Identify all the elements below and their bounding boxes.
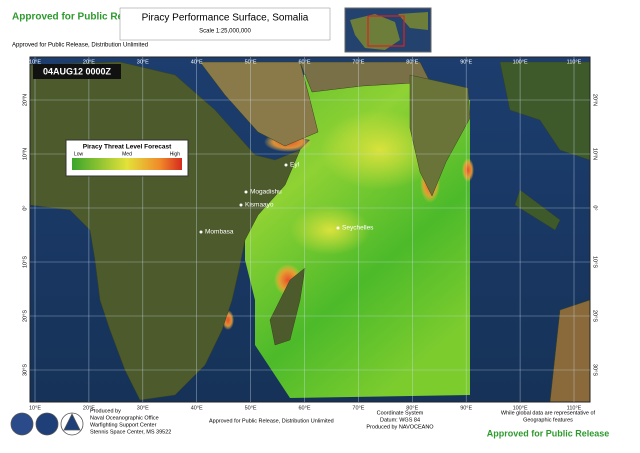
land-iran [299, 61, 431, 93]
place-dot [244, 190, 248, 194]
lon-label: 60°E [299, 59, 311, 65]
warm-zone [320, 110, 440, 190]
title-box [119, 7, 331, 41]
place-label: Mogadishu [250, 189, 282, 196]
release-bottom: Approved for Public Release [487, 428, 610, 438]
lat-label: 30°S [22, 364, 28, 376]
lon-label: 80°E [406, 59, 418, 65]
lon-label: 110°E [567, 59, 582, 65]
land-india [409, 74, 471, 197]
place-dot [336, 226, 340, 230]
lon-label: 60°E [299, 405, 311, 411]
lon-label: 90°E [460, 59, 472, 65]
land-madagascar [269, 267, 306, 346]
lon-label: 80°E [406, 405, 418, 411]
lon-label: 100°E [513, 405, 528, 411]
legend-title: Piracy Threat Level Forecast [83, 144, 172, 151]
inset-extent [367, 15, 405, 47]
lon-label: 50°E [245, 405, 257, 411]
place-dot [199, 230, 203, 234]
place-label: Mombasa [205, 229, 234, 236]
release-top: Approved for Public Release [12, 12, 149, 23]
place-dot [239, 203, 243, 207]
lat-label: 10°N [592, 148, 598, 160]
lon-label: 90°E [460, 405, 472, 411]
legend-high: High [170, 151, 181, 157]
lat-label: 20°N [22, 94, 28, 106]
note-line: Geographic features [523, 417, 573, 423]
lat-label: 10°N [22, 148, 28, 160]
lat-label: 30°S [592, 364, 598, 376]
logo [10, 412, 34, 436]
lat-label: 20°S [22, 310, 28, 322]
coords-line: Coordinate System [377, 410, 424, 416]
lon-label: 30°E [137, 405, 149, 411]
logo [35, 412, 59, 436]
producer-line: Warfighting Support Center [90, 422, 157, 428]
note-line: While global data are representative of [501, 410, 596, 416]
scale: Scale 1:25,000,000 [199, 29, 251, 35]
map-frame [29, 56, 591, 403]
lon-label: 40°E [191, 405, 203, 411]
lon-label: 40°E [191, 59, 203, 65]
inset-land [350, 12, 428, 50]
place-dot [284, 163, 288, 167]
place-label: Seychelles [342, 225, 374, 232]
timestamp: 04AUG12 0000Z [43, 66, 112, 76]
coords-line: Datum: WGS 84 [380, 417, 420, 423]
logo-mark [63, 413, 81, 431]
footer-distribution: Approved for Public Release, Distributio… [209, 418, 334, 424]
warm-zone [290, 205, 370, 255]
lat-label: 20°N [592, 94, 598, 106]
lat-label: 0° [592, 205, 598, 210]
lon-label: 30°E [137, 59, 149, 65]
distribution: Approved for Public Release, Distributio… [12, 43, 148, 49]
lat-label: 10°S [22, 256, 28, 268]
legend-low: Low [74, 151, 84, 157]
lat-label: 10°S [592, 256, 598, 268]
lat-label: 0° [22, 205, 28, 210]
lon-label: 10°E [29, 405, 41, 411]
coords-line: Produced by NAVOCEANO [366, 424, 434, 430]
hotspot [462, 158, 474, 182]
lon-label: 50°E [245, 59, 257, 65]
lon-label: 10°E [29, 59, 41, 65]
producer-line: Produced by [90, 408, 121, 414]
lon-label: 70°E [352, 59, 364, 65]
producer-line: Stennis Space Center, MS 39522 [90, 429, 171, 435]
title: Piracy Performance Surface, Somalia [142, 13, 309, 24]
timestamp-box [33, 64, 121, 79]
producer-line: Naval Oceanographic Office [90, 415, 159, 421]
lon-label: 100°E [513, 59, 528, 65]
lat-label: 20°S [592, 310, 598, 322]
legend-ramp [72, 158, 182, 170]
lon-label: 70°E [352, 405, 364, 411]
lon-label: 20°E [83, 405, 95, 411]
land-arabia [199, 61, 319, 147]
lon-label: 20°E [83, 59, 95, 65]
place-label: Kismaayo [245, 202, 274, 209]
legend-mid: Med [122, 151, 132, 157]
lon-label: 110°E [567, 405, 582, 411]
land-sumatra [514, 189, 561, 231]
place-label: Eyl [290, 162, 300, 169]
